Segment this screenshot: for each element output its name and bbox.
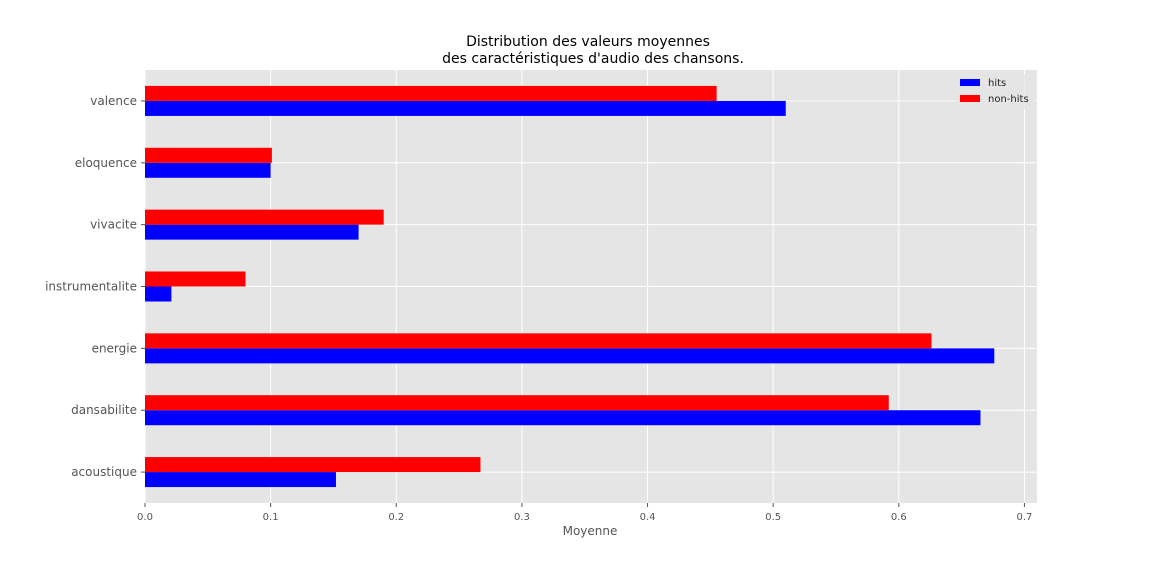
- x-tick-label: 0.1: [263, 512, 279, 523]
- x-tick-label: 0.0: [137, 512, 153, 523]
- x-tick-labels: 0.0 0.1 0.2 0.3 0.4 0.5 0.6 0.7: [137, 503, 1032, 523]
- x-tick-label: 0.3: [514, 512, 530, 523]
- bars: [145, 85, 995, 488]
- x-tick-label: 0.6: [891, 512, 907, 523]
- legend: hits non-hits: [955, 74, 1035, 110]
- y-tick-labels: acoustique dansabilite energie instrumental…: [45, 94, 145, 479]
- bar-non-hits-instrumentalite: [145, 271, 246, 287]
- x-axis-label: Moyenne: [563, 524, 618, 538]
- y-tick-label: valence: [90, 94, 137, 108]
- legend-swatch: [960, 79, 980, 86]
- y-tick-label: instrumentalite: [45, 280, 137, 294]
- bar-hits-eloquence: [145, 162, 271, 178]
- bar-hits-valence: [145, 100, 786, 116]
- x-tick-label: 0.5: [765, 512, 781, 523]
- bar-hits-instrumentalite: [145, 286, 172, 302]
- y-tick-label: vivacite: [90, 218, 137, 232]
- legend-label: hits: [988, 78, 1006, 89]
- bar-hits-dansabilite: [145, 410, 981, 426]
- bar-hits-vivacite: [145, 224, 359, 240]
- bar-hits-energie: [145, 348, 995, 364]
- chart-title: Distribution des valeurs moyennes des ca…: [442, 34, 744, 67]
- bar-non-hits-acoustique: [145, 457, 481, 473]
- x-tick-label: 0.2: [388, 512, 404, 523]
- y-tick-label: dansabilite: [71, 403, 137, 417]
- x-tick-label: 0.7: [1016, 512, 1032, 523]
- x-tick-label: 0.4: [640, 512, 656, 523]
- chart-title-line-2: des caractéristiques d'audio des chanson…: [442, 51, 744, 67]
- y-tick-label: energie: [92, 341, 137, 355]
- legend-label: non-hits: [988, 94, 1029, 105]
- bar-non-hits-vivacite: [145, 209, 384, 225]
- bar-non-hits-energie: [145, 333, 932, 349]
- bar-hits-acoustique: [145, 472, 336, 488]
- y-tick-label: acoustique: [71, 465, 137, 479]
- bar-non-hits-valence: [145, 85, 717, 101]
- bar-non-hits-dansabilite: [145, 395, 889, 411]
- bar-non-hits-eloquence: [145, 147, 272, 163]
- chart-title-line-1: Distribution des valeurs moyennes: [466, 34, 710, 50]
- y-tick-label: eloquence: [75, 156, 137, 170]
- legend-swatch: [960, 95, 980, 102]
